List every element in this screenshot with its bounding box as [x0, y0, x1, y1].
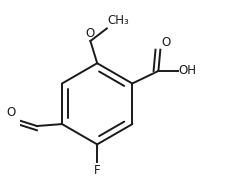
Text: OH: OH [178, 64, 196, 77]
Text: F: F [94, 164, 100, 177]
Text: O: O [86, 27, 95, 40]
Text: CH₃: CH₃ [108, 15, 130, 27]
Text: O: O [7, 106, 16, 119]
Text: O: O [161, 36, 171, 49]
